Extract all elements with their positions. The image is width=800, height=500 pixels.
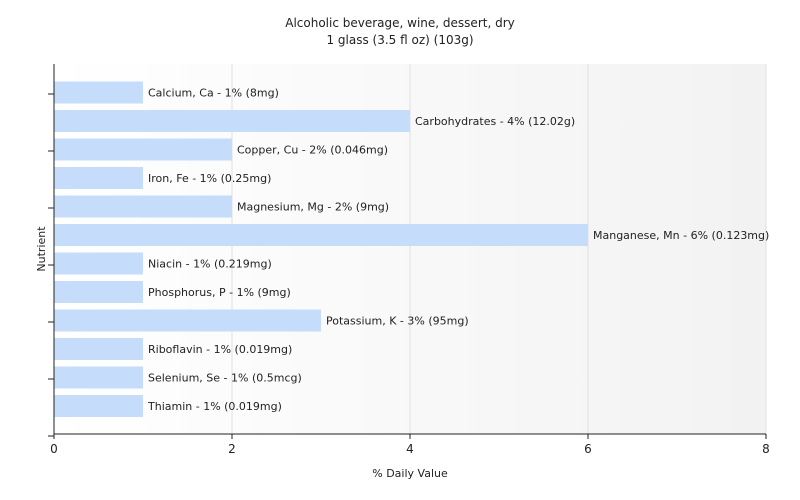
bar [54,81,143,104]
x-axis-label: % Daily Value [372,467,448,480]
bar-label: Selenium, Se - 1% (0.5mcg) [148,372,302,385]
bar-label: Thiamin - 1% (0.019mg) [147,400,282,413]
bar-label: Copper, Cu - 2% (0.046mg) [237,144,388,157]
y-axis-label: Nutrient [35,226,48,272]
bar [54,338,143,360]
bar [54,366,143,389]
bar-label: Manganese, Mn - 6% (0.123mg) [593,229,769,242]
bar [54,224,588,246]
bar-label: Carbohydrates - 4% (12.02g) [415,115,575,128]
bar [54,167,143,189]
bar-label: Riboflavin - 1% (0.019mg) [148,343,292,356]
chart-title: Alcoholic beverage, wine, dessert, dry [285,16,515,30]
x-tick-label: 2 [228,442,236,456]
x-tick-label: 0 [50,442,58,456]
bar [54,309,321,332]
bar [54,252,143,275]
bar [54,110,410,132]
bar [54,395,143,417]
bar [54,138,232,161]
bar-label: Phosphorus, P - 1% (9mg) [148,286,291,299]
bar [54,281,143,303]
bar-label: Potassium, K - 3% (95mg) [326,315,469,328]
x-tick-label: 6 [584,442,592,456]
x-tick-label: 4 [406,442,414,456]
bar-label: Niacin - 1% (0.219mg) [148,258,272,271]
x-tick-label: 8 [762,442,770,456]
bar [54,195,232,218]
chart-subtitle: 1 glass (3.5 fl oz) (103g) [326,33,474,47]
bar-label: Calcium, Ca - 1% (8mg) [148,87,279,100]
bar-label: Magnesium, Mg - 2% (9mg) [237,201,389,214]
bar-label: Iron, Fe - 1% (0.25mg) [148,172,271,185]
